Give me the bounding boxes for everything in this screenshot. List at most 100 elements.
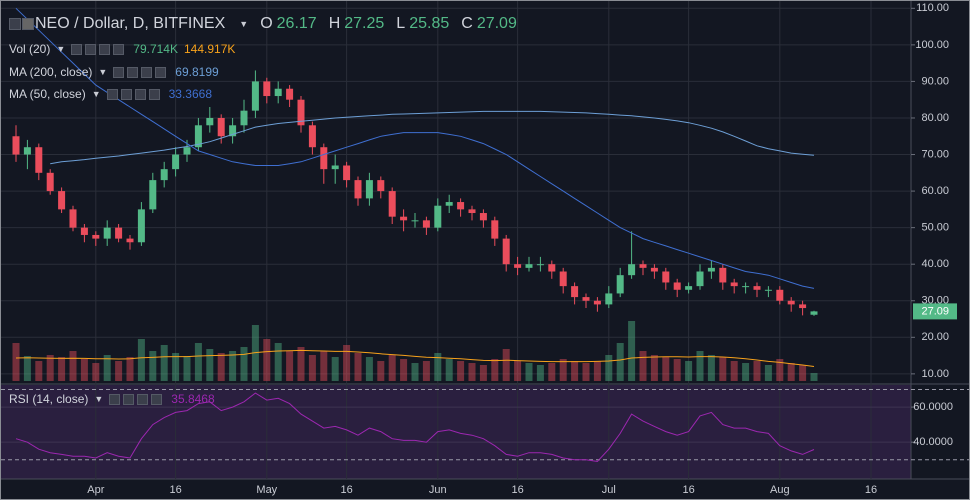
volume-bar [685,361,693,381]
x-tick-label: 16 [340,484,352,496]
symbol-title[interactable]: NEO / Dollar, D, BITFINEX [35,15,226,32]
legend-name[interactable]: MA (200, close) [9,65,93,79]
caret[interactable]: ▼ [98,67,108,77]
volume-bar [650,355,658,381]
legend-value: 79.714K [133,42,178,56]
volume-bar [126,357,134,381]
candle-body [308,125,316,148]
icon[interactable] [120,88,132,100]
icon[interactable] [113,66,125,78]
candle-body [297,99,305,126]
volume-bar [662,357,670,381]
candle-body [149,180,157,210]
candle-body [457,202,465,210]
icon[interactable] [151,393,163,405]
candle-body [787,300,795,305]
candle-body [639,264,647,268]
volume-bar [514,361,522,381]
volume-bar [764,365,772,381]
candle-body [80,227,88,235]
volume-bar [742,363,750,381]
rsi-line [15,392,815,463]
volume-bar [730,361,738,381]
volume-bar [58,357,66,381]
volume-bar [229,351,237,381]
candle-body [673,282,681,290]
volume-bar [422,361,430,381]
volume-bar [411,363,419,381]
candle-body [730,282,738,287]
icon[interactable] [71,43,83,55]
volume-bar [536,365,544,381]
caret[interactable]: ▼ [56,44,66,54]
legend-name[interactable]: Vol (20) [9,42,51,56]
volume-bar [468,363,476,381]
caret[interactable]: ▼ [91,89,101,99]
candle-body [411,220,419,222]
icon[interactable] [155,66,167,78]
icon[interactable] [127,66,139,78]
y-tick-label: 70.00 [921,148,949,160]
candle-body [650,267,658,272]
volume-bar [605,355,613,381]
volume-bar [331,357,339,381]
ohlc-key: H [328,15,341,32]
candle-body [593,300,601,305]
candle-body [92,234,100,239]
icon[interactable] [137,393,149,405]
volume-bar [240,347,248,381]
icon[interactable] [109,393,121,405]
candle-body [719,267,727,283]
x-tick-label: 16 [682,484,694,496]
icon[interactable] [113,43,125,55]
y-tick-label: 110.00 [916,2,949,14]
icon[interactable] [123,393,135,405]
candle-body [525,264,533,268]
volume-bar [286,351,294,381]
y-tick-label: 10.00 [921,368,949,380]
icon[interactable] [9,18,21,30]
volume-bar [206,349,214,381]
ma-line [15,7,815,289]
legend-name[interactable]: MA (50, close) [9,87,86,101]
volume-bar [35,361,43,381]
volume-bar [172,353,180,381]
caret[interactable]: ▼ [94,394,104,404]
candle-body [707,267,715,272]
caret[interactable]: ▼ [239,19,249,29]
icon[interactable] [85,43,97,55]
candle-body [240,110,248,126]
candle-body [468,209,476,214]
y-tick-label: 60.00 [921,185,949,197]
icon[interactable] [148,88,160,100]
candle-body [491,220,499,239]
legend-rsi: RSI (14, close) ▼ 35.8468 [9,392,215,406]
candle-body [103,227,111,239]
icon[interactable] [22,18,34,30]
candle-body [799,304,807,309]
volume-bar [548,363,556,381]
icon[interactable] [134,88,146,100]
candle-body [343,165,351,181]
candle-body [605,293,613,305]
ohlc-value: 27.09 [476,15,517,32]
volume-ma-line [15,349,815,367]
ohlc-key: C [461,15,473,32]
icon[interactable] [106,88,118,100]
legend-name[interactable]: RSI (14, close) [9,392,89,406]
candle-body [776,289,784,301]
candle-body [502,238,510,265]
candle-body [628,264,636,276]
ohlc-key: L [396,15,406,32]
ohlc-value: 27.25 [344,15,385,32]
volume-bar [263,339,271,381]
y-tick-label: 50.00 [921,222,949,234]
icon[interactable] [141,66,153,78]
volume-bar [377,361,385,381]
last-price-box [913,303,957,320]
legend-value: 144.917K [184,42,236,56]
candle-body [685,286,693,290]
x-tick-label: Jul [602,484,616,496]
icon[interactable] [99,43,111,55]
volume-bar [388,355,396,381]
